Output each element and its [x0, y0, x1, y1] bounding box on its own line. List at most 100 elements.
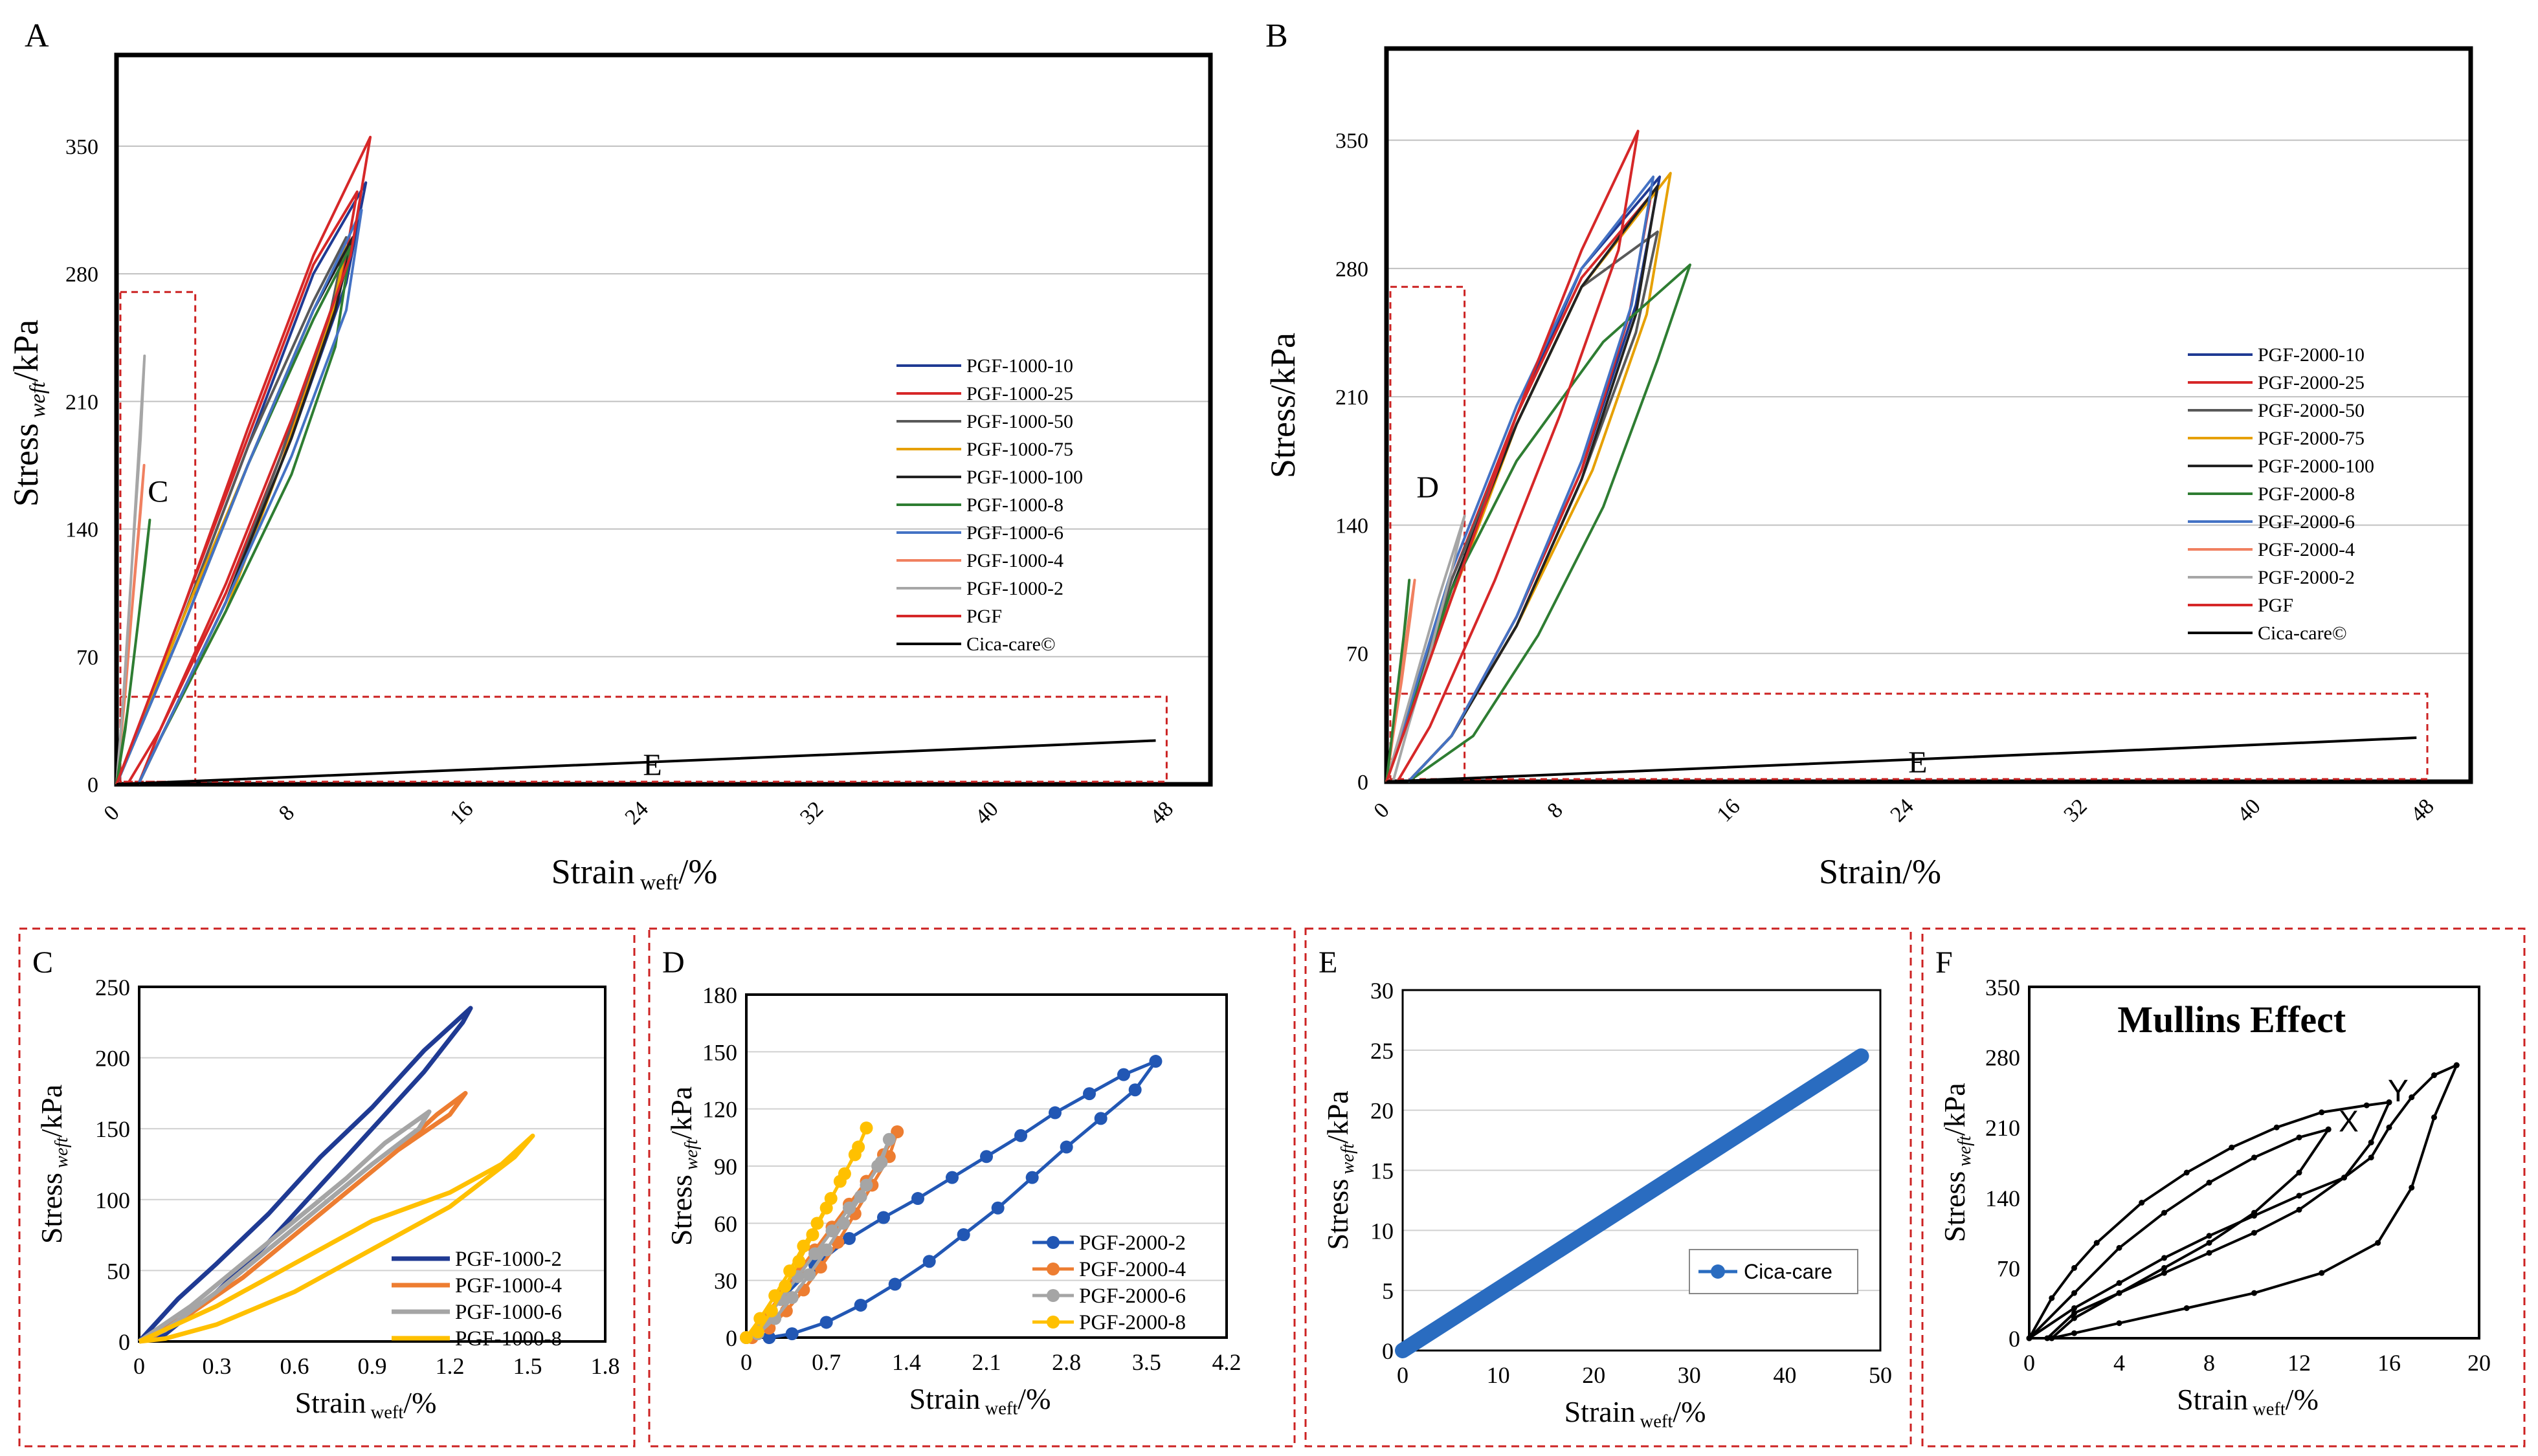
y-axis-label: Stress weft/kPa [6, 320, 50, 507]
data-point [2296, 1134, 2302, 1141]
legend-label: PGF-1000-10 [966, 355, 1073, 377]
y-axis-label-unit: /kPa [665, 1086, 698, 1140]
data-point [2229, 1144, 2235, 1151]
panel-label-A: A [25, 17, 49, 54]
series-line [138, 1109, 432, 1344]
panel-label-E: E [1319, 945, 1337, 980]
data-point [1094, 1112, 1108, 1125]
data-point [1025, 1171, 1039, 1184]
data-point [2183, 1169, 2190, 1176]
y-tick-label: 0 [87, 773, 98, 797]
data-point [2431, 1072, 2437, 1079]
y-tick-label: 70 [1997, 1255, 2020, 1281]
x-tick-label: 1.2 [436, 1353, 465, 1379]
y-axis-label-sub: weft [1955, 1135, 1975, 1171]
y-tick-label: 180 [702, 982, 737, 1008]
data-point [1060, 1140, 1073, 1154]
data-point [854, 1190, 867, 1204]
chart-title: Mullins Effect [2117, 998, 2346, 1041]
y-axis-label-sub: weft [682, 1139, 702, 1175]
plot-frame [1401, 989, 1882, 1352]
legend-marker [1047, 1289, 1060, 1302]
data-point [2368, 1154, 2374, 1161]
x-axis-label-unit: /% [1018, 1382, 1051, 1415]
data-point [2319, 1270, 2325, 1276]
legend-label: PGF-1000-100 [966, 467, 1083, 488]
inset-label-strain: E [643, 748, 662, 782]
series-line [138, 1133, 535, 1344]
data-point [2026, 1335, 2032, 1341]
y-axis-label-main: Stress [1938, 1171, 1971, 1242]
y-axis-label-sub: weft [52, 1137, 72, 1173]
legend-label: PGF-1000-4 [455, 1274, 562, 1297]
series-line [1385, 175, 1655, 783]
panel-label-D: D [662, 945, 685, 980]
plot-frame [1384, 46, 2473, 784]
data-point [2341, 1175, 2347, 1181]
y-tick-label: 350 [65, 135, 98, 159]
data-point [2409, 1094, 2415, 1101]
x-axis-label: Strain/% [1819, 852, 1941, 891]
series-line [115, 208, 363, 785]
y-tick-label: 70 [76, 646, 98, 670]
series-line [1395, 1048, 1869, 1358]
legend-label: Cica-care [1744, 1260, 1832, 1283]
data-point [785, 1291, 799, 1305]
y-tick-label: 140 [1335, 514, 1368, 538]
data-point [2273, 1124, 2280, 1131]
x-axis-label-unit: /% [403, 1386, 436, 1419]
data-point [860, 1121, 873, 1135]
y-tick-label: 90 [714, 1154, 737, 1180]
data-point [871, 1160, 885, 1173]
panel-label-B: B [1265, 17, 1288, 54]
y-tick-label: 280 [1335, 258, 1368, 281]
data-point [792, 1255, 806, 1268]
legend-label: PGF-2000-6 [1079, 1285, 1186, 1308]
data-point [946, 1171, 959, 1184]
data-point [980, 1150, 993, 1164]
y-axis-label-sub: weft [1338, 1143, 1358, 1179]
data-point [2093, 1240, 2100, 1246]
legend-label: PGF-1000-6 [455, 1301, 562, 1324]
y-tick-label: 250 [95, 975, 130, 1000]
legend-label: PGF-2000-8 [1079, 1311, 1186, 1334]
data-point [843, 1231, 856, 1245]
data-point [763, 1331, 776, 1344]
data-point [2206, 1233, 2212, 1239]
data-point [837, 1217, 851, 1230]
data-point [2251, 1154, 2257, 1161]
legend-label: PGF-2000-4 [2258, 539, 2355, 560]
x-tick-label: 50 [1869, 1362, 1892, 1388]
data-point [2044, 1335, 2051, 1341]
y-axis-label-sub: weft [26, 381, 50, 423]
series-line [2051, 1064, 2458, 1340]
data-point [848, 1148, 862, 1162]
panel-C: C 0 50 100 150 200 250 0 0.3 0.6 0.9 1.2 1.5 1.8 Stres… [18, 927, 636, 1448]
panel-border [1921, 927, 2526, 1448]
y-axis-label-unit: /kPa [35, 1085, 68, 1138]
x-tick-label: 10 [1487, 1362, 1510, 1388]
data-point [2319, 1109, 2325, 1116]
data-point [2453, 1062, 2460, 1068]
legend-label: PGF-1000-4 [966, 550, 1063, 571]
y-tick-label: 10 [1370, 1218, 1394, 1244]
y-tick-label: 0 [2009, 1326, 2020, 1352]
y-tick-label: 5 [1382, 1278, 1394, 1304]
data-point [806, 1228, 819, 1241]
y-tick-label: 25 [1370, 1038, 1394, 1064]
data-point [2206, 1250, 2212, 1256]
plot-frame [2028, 986, 2480, 1340]
x-tick-label: 4.2 [1212, 1349, 1241, 1375]
y-axis-label-main: Stress [35, 1173, 68, 1244]
legend-marker [1047, 1316, 1060, 1329]
legend-label: PGF-2000-25 [2258, 372, 2365, 393]
data-point [819, 1316, 833, 1329]
plot-frame [114, 52, 1213, 787]
x-axis-label: Strain weft/% [295, 1386, 437, 1422]
y-axis-label-main: Stress [665, 1175, 698, 1246]
panel-D: D 0 30 60 90 120 150 180 0 0.7 1.4 2.1 2.8 3.5 4.2 Stre… [648, 927, 1296, 1448]
y-tick-label: 350 [1335, 129, 1368, 153]
data-point [797, 1239, 810, 1253]
data-point [2386, 1099, 2392, 1105]
